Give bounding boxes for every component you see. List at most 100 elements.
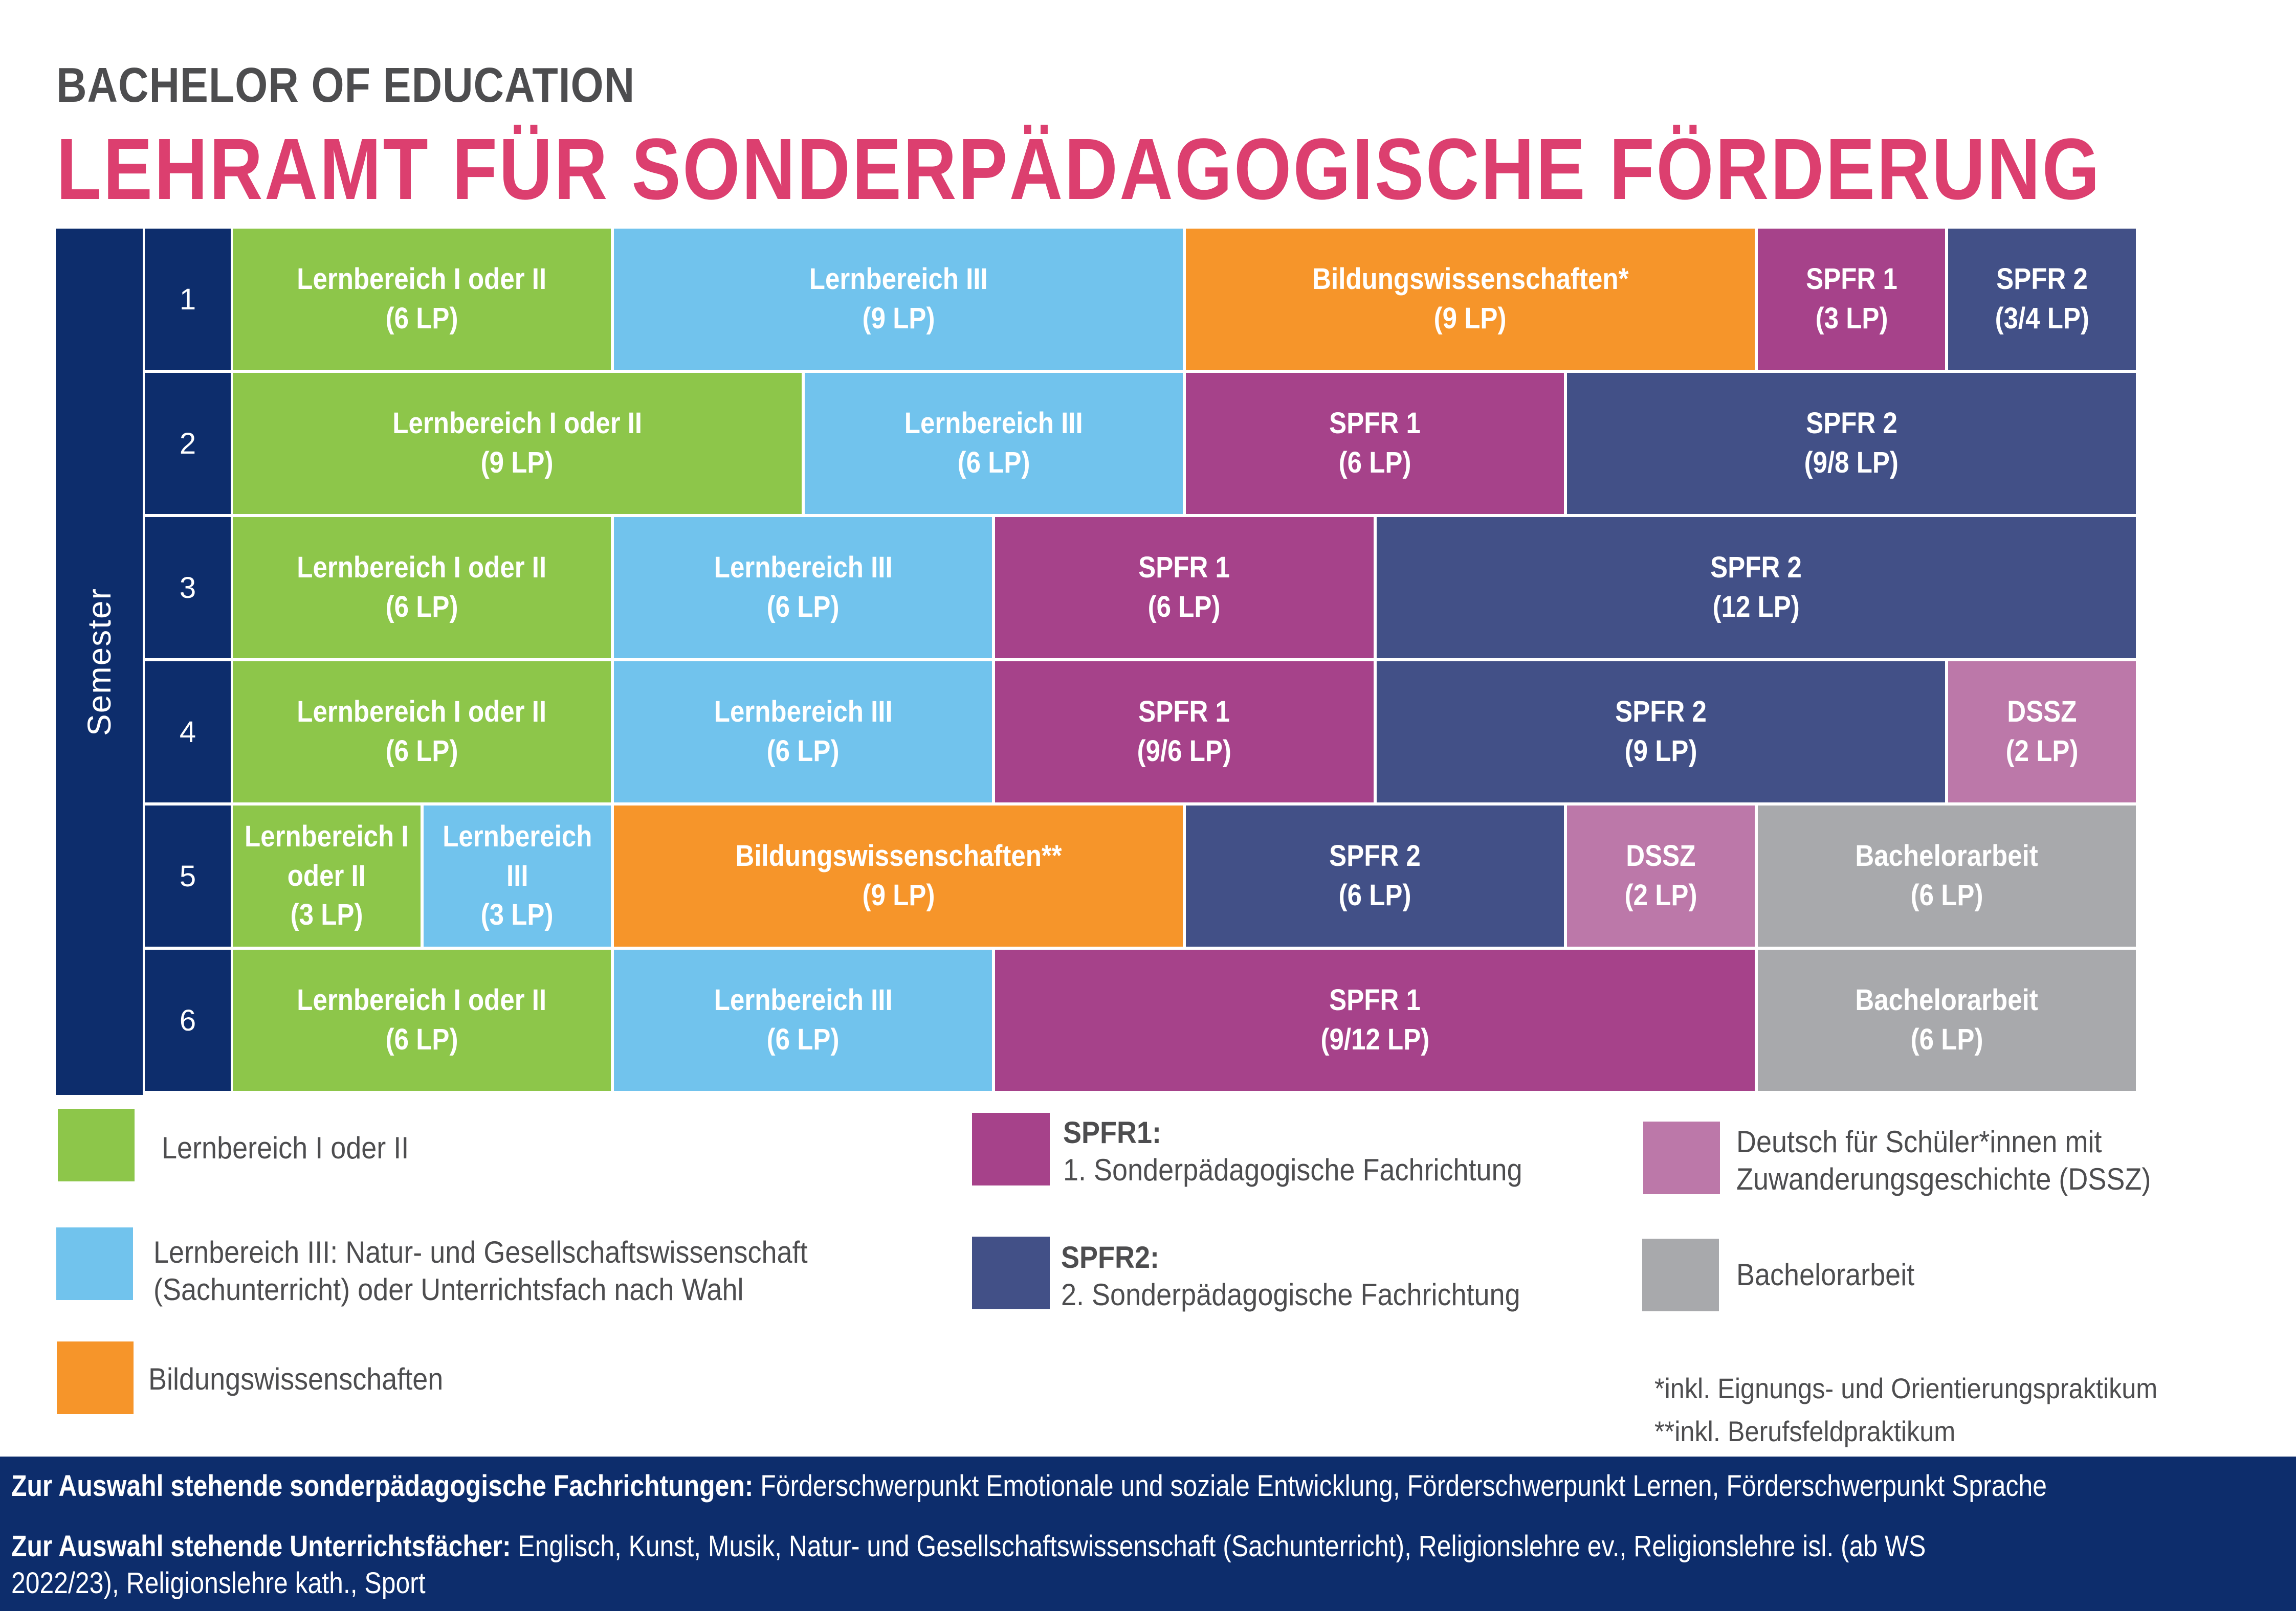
module-name: SPFR 2 xyxy=(1710,551,1802,585)
legend-dssz-line1: Deutsch für Schüler*innen mit xyxy=(1736,1125,2102,1159)
footer-faecher-line2: 2022/23), Religionslehre kath., Sport xyxy=(11,1567,426,1600)
module-credits: (12 LP) xyxy=(1712,590,1800,623)
module-dssz: DSSZ (2 LP) xyxy=(1948,661,2136,802)
module-name: Lernbereich I oder II xyxy=(297,551,547,585)
module-name: Bildungswissenschaften* xyxy=(1312,262,1629,296)
module-name: Lernbereich III xyxy=(904,407,1083,440)
footer-fachrichtungen-value: Förderschwerpunkt Emotionale und soziale… xyxy=(753,1469,2047,1503)
legend-swatch-bildung xyxy=(57,1341,134,1414)
semester-row-1: 1 Lernbereich I oder II (6 LP) Lernbereich … xyxy=(145,229,2139,370)
module-spfr2: SPFR 2 (9 LP) xyxy=(1376,661,1946,802)
semester-number: 1 xyxy=(145,229,231,370)
module-credits: (6 LP) xyxy=(385,734,458,768)
semester-row-6: 6 Lernbereich I oder II (6 LP) Lernbereich … xyxy=(145,950,2139,1091)
module-lernbereich-1-2: Lernbereich I oder II (9 LP) xyxy=(233,373,802,514)
subtitle: BACHELOR OF EDUCATION xyxy=(56,58,635,113)
module-name: SPFR 2 xyxy=(1615,695,1707,729)
legend-swatch-dssz xyxy=(1643,1122,1720,1194)
module-name: DSSZ xyxy=(2007,695,2077,729)
module-spfr2: SPFR 2 (9/8 LP) xyxy=(1567,373,2136,514)
module-credits: (6 LP) xyxy=(385,590,458,623)
module-name: Bachelorarbeit xyxy=(1855,839,2039,873)
module-name: SPFR 2 xyxy=(1996,262,2088,296)
legend-label-bachelor: Bachelorarbeit xyxy=(1736,1258,1915,1292)
module-credits: (9 LP) xyxy=(1624,734,1697,768)
semester-number: 5 xyxy=(145,806,231,947)
legend-dssz-line2: Zuwanderungsgeschichte (DSSZ) xyxy=(1736,1162,2151,1197)
footer-faecher: Zur Auswahl stehende Unterrichtsfächer: … xyxy=(11,1528,1926,1565)
module-spfr1: SPFR 1 (9/6 LP) xyxy=(995,661,1374,802)
semester-number: 4 xyxy=(145,661,231,802)
footnote-double-star: **inkl. Berufsfeldpraktikum xyxy=(1654,1415,1956,1447)
legend-spfr1-desc: 1. Sonderpädagogische Fachrichtung xyxy=(1063,1153,1522,1188)
module-credits: (6 LP) xyxy=(1910,879,1983,912)
footer-band: Zur Auswahl stehende sonderpädagogische … xyxy=(0,1457,2296,1611)
legend-spfr2-title: SPFR2: xyxy=(1061,1240,1160,1274)
footer-fachrichtungen-label: Zur Auswahl stehende sonderpädagogische … xyxy=(11,1469,754,1503)
study-plan-grid: Semester 1 Lernbereich I oder II (6 LP) Ler… xyxy=(56,229,2139,1095)
module-name: Lernbereich I oder II xyxy=(297,262,547,296)
module-credits: (6 LP) xyxy=(1338,879,1411,912)
module-bachelor: Bachelorarbeit (6 LP) xyxy=(1757,806,2136,947)
module-spfr1: SPFR 1 (6 LP) xyxy=(1186,373,1564,514)
module-credits: (3 LP) xyxy=(480,898,554,932)
legend-spfr2-desc: 2. Sonderpädagogische Fachrichtung xyxy=(1061,1278,1520,1312)
semester-axis-label: Semester xyxy=(81,588,118,736)
module-lernbereich-3: Lernbereich III (9 LP) xyxy=(614,229,1183,370)
legend-label-lernbereich-1-2: Lernbereich I oder II xyxy=(162,1131,409,1165)
module-credits: (9 LP) xyxy=(480,446,554,479)
legend-swatch-lernbereich-3 xyxy=(56,1227,133,1300)
module-spfr2: SPFR 2 (6 LP) xyxy=(1186,806,1564,947)
module-name: Lernbereich I oder II xyxy=(297,983,547,1017)
module-lernbereich-3: Lernbereich III (6 LP) xyxy=(614,661,992,802)
module-credits: (9/6 LP) xyxy=(1137,734,1232,768)
module-credits: (2 LP) xyxy=(2005,734,2079,768)
page-title: LEHRAMT FÜR SONDERPÄDAGOGISCHE FÖRDERUNG xyxy=(56,121,2102,218)
legend-label-lernbereich-3-line2: (Sachunterricht) oder Unterrichtsfach na… xyxy=(153,1272,744,1307)
legend-label-spfr2: SPFR2: 2. Sonderpädagogische Fachrichtun… xyxy=(1061,1239,1520,1313)
module-credits: (6 LP) xyxy=(766,1023,840,1056)
module-name: SPFR 2 xyxy=(1805,407,1897,440)
legend-spfr1-title: SPFR1: xyxy=(1063,1115,1162,1150)
module-lernbereich-3: Lernbereich III (6 LP) xyxy=(804,373,1183,514)
module-lernbereich-1-2: Lernbereich I oder II (6 LP) xyxy=(233,950,611,1091)
semester-row-5: 5 Lernbereich I oder II (3 LP) Lernbereich … xyxy=(145,806,2139,947)
module-lernbereich-1-2: Lernbereich I oder II (3 LP) xyxy=(233,806,421,947)
semester-number: 2 xyxy=(145,373,231,514)
module-name: SPFR 1 xyxy=(1138,695,1230,729)
module-lernbereich-3: Lernbereich III (3 LP) xyxy=(423,806,611,947)
module-credits: (3/4 LP) xyxy=(1995,302,2089,335)
module-name: Lernbereich III xyxy=(714,983,893,1017)
module-name: SPFR 1 xyxy=(1329,983,1421,1017)
module-credits: (9/12 LP) xyxy=(1320,1023,1429,1056)
module-name: SPFR 2 xyxy=(1329,839,1421,873)
module-lernbereich-1-2: Lernbereich I oder II (6 LP) xyxy=(233,661,611,802)
module-name: Lernbereich III xyxy=(714,551,893,585)
semester-number: 6 xyxy=(145,950,231,1091)
legend-swatch-bachelor xyxy=(1642,1239,1719,1311)
module-credits: (9/8 LP) xyxy=(1804,446,1899,479)
module-name: SPFR 1 xyxy=(1805,262,1897,296)
module-bachelor: Bachelorarbeit (6 LP) xyxy=(1757,950,2136,1091)
module-spfr1: SPFR 1 (3 LP) xyxy=(1757,229,1946,370)
module-credits: (6 LP) xyxy=(385,1023,458,1056)
module-credits: (3 LP) xyxy=(1815,302,1888,335)
module-lernbereich-1-2: Lernbereich I oder II (6 LP) xyxy=(233,229,611,370)
semester-row-3: 3 Lernbereich I oder II (6 LP) Lernbereich … xyxy=(145,517,2139,658)
semester-number: 3 xyxy=(145,517,231,658)
module-lernbereich-3: Lernbereich III (6 LP) xyxy=(614,517,992,658)
module-credits: (6 LP) xyxy=(957,446,1030,479)
module-lernbereich-1-2: Lernbereich I oder II (6 LP) xyxy=(233,517,611,658)
module-name: Bildungswissenschaften** xyxy=(735,839,1062,873)
module-name: Bachelorarbeit xyxy=(1855,983,2039,1017)
module-lernbereich-3: Lernbereich III (6 LP) xyxy=(614,950,992,1091)
module-credits: (9 LP) xyxy=(862,879,935,912)
module-dssz: DSSZ (2 LP) xyxy=(1567,806,1755,947)
module-spfr1: SPFR 1 (9/12 LP) xyxy=(995,950,1755,1091)
module-name: Lernbereich III xyxy=(809,262,988,296)
legend-swatch-spfr1 xyxy=(972,1113,1050,1185)
semester-row-2: 2 Lernbereich I oder II (9 LP) Lernbereich … xyxy=(145,373,2139,514)
module-credits: (6 LP) xyxy=(766,590,840,623)
semester-axis: Semester xyxy=(56,229,143,1095)
footer-faecher-value-line1: Englisch, Kunst, Musik, Natur- und Gesel… xyxy=(511,1530,1926,1563)
